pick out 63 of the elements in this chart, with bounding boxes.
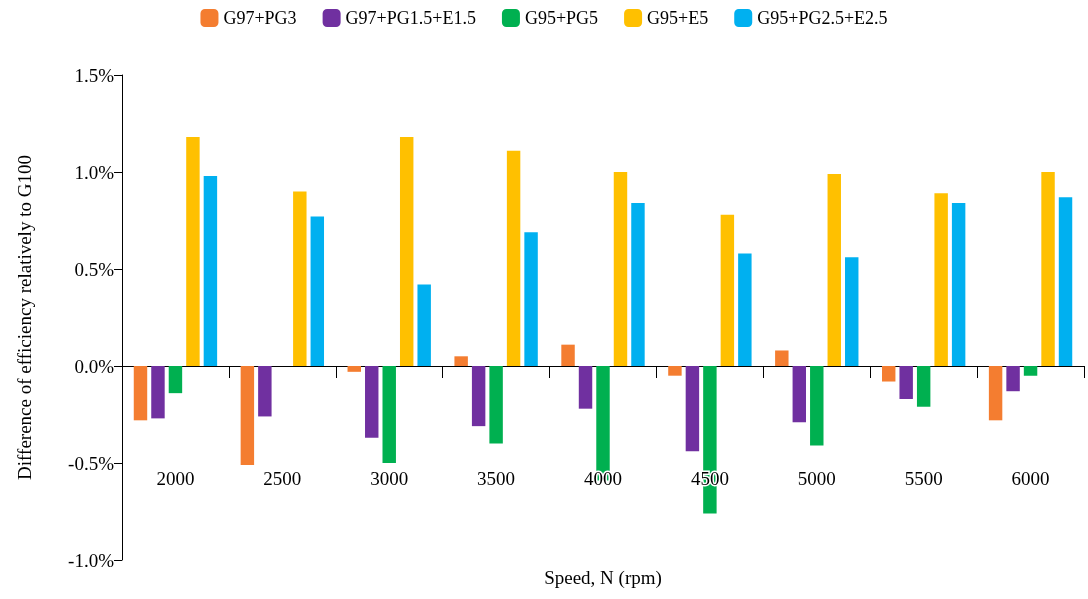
x-tick-label: 4000	[584, 467, 622, 489]
y-tick-label: 1.0%	[74, 161, 115, 183]
x-tick-label: 6000	[1011, 467, 1050, 489]
bar	[506, 150, 521, 366]
bar	[685, 366, 700, 452]
bar	[168, 366, 183, 394]
bar	[186, 137, 200, 366]
bar	[561, 344, 575, 366]
bar	[240, 366, 255, 465]
legend-label: G95+E5	[647, 8, 709, 28]
bar	[489, 366, 503, 444]
bar	[738, 253, 752, 366]
bar	[631, 203, 645, 366]
y-tick-label: 1.5%	[74, 64, 115, 86]
bar	[578, 366, 593, 409]
bar	[916, 366, 931, 407]
bar	[899, 366, 913, 399]
y-tick-label: 0.0%	[74, 355, 115, 377]
legend-label: G97+PG3	[223, 8, 297, 28]
bar	[524, 232, 538, 366]
x-axis-title: Speed, N (rpm)	[544, 567, 662, 589]
bar	[365, 366, 379, 438]
y-tick-label: 0.5%	[74, 258, 115, 280]
x-tick-label: 2500	[263, 467, 302, 489]
bar	[845, 257, 859, 366]
y-tick-label: -0.5%	[68, 452, 115, 474]
bar	[151, 366, 165, 419]
bar	[720, 214, 735, 366]
bar	[668, 366, 682, 376]
bar	[258, 366, 272, 417]
bar	[792, 366, 807, 423]
bar	[881, 366, 896, 382]
bar	[417, 284, 431, 366]
bar	[293, 191, 307, 366]
bar	[1023, 366, 1038, 376]
y-axis-title: Difference of efficiency relatively to G100	[14, 155, 35, 480]
bar	[133, 366, 148, 421]
bar	[399, 137, 414, 366]
bar	[1006, 366, 1020, 392]
x-tick-label: 2000	[156, 467, 195, 489]
bar	[934, 193, 948, 366]
legend-label: G97+PG1.5+E1.5	[345, 8, 476, 28]
legend-label: G95+PG5	[524, 8, 599, 28]
x-tick-label: 3000	[370, 467, 409, 489]
bar	[382, 366, 396, 463]
bar	[988, 366, 1003, 421]
bar	[203, 175, 218, 366]
bar	[951, 203, 966, 366]
bar	[1058, 197, 1073, 366]
legend-label: G95+PG2.5+E2.5	[757, 8, 888, 28]
x-tick-label: 5000	[797, 467, 836, 489]
bar	[827, 173, 841, 366]
bar	[613, 172, 628, 366]
bar	[454, 356, 468, 366]
bar	[810, 366, 824, 446]
x-tick-label: 5500	[904, 467, 943, 489]
bar	[1041, 172, 1055, 366]
y-tick-label: -1.0%	[68, 549, 115, 571]
bar	[775, 350, 789, 366]
bar	[471, 366, 486, 427]
x-tick-label: 3500	[477, 467, 516, 489]
bar	[347, 366, 361, 372]
bar	[310, 216, 325, 366]
